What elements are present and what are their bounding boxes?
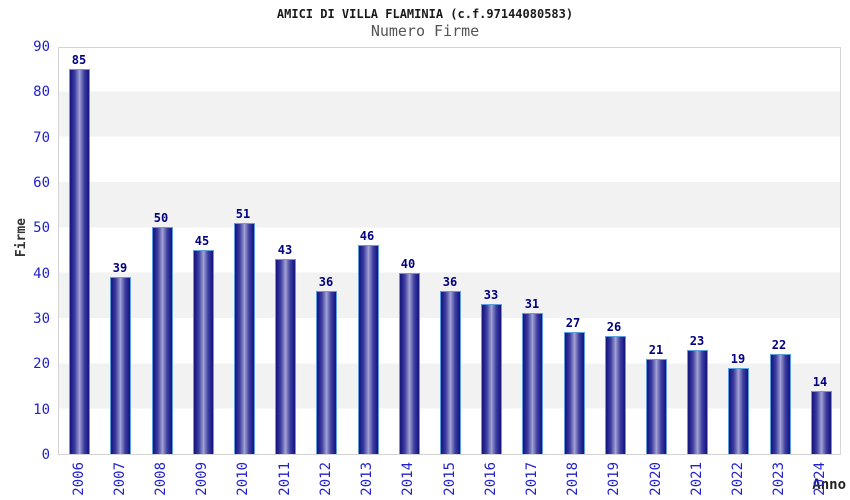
bar-value-label: 36	[442, 275, 458, 289]
bar-value-label: 50	[153, 211, 169, 225]
bar-2012	[316, 291, 337, 454]
y-tick-label: 40	[33, 265, 50, 282]
bar-2018	[564, 332, 585, 454]
x-tick-label: 2008	[153, 462, 170, 496]
bar-value-label: 31	[524, 297, 540, 311]
bar-2006	[69, 69, 90, 454]
bar-2015	[440, 291, 461, 454]
y-tick-label: 50	[33, 220, 50, 237]
x-tick-label: 2014	[400, 462, 417, 496]
bar-2014	[399, 273, 420, 454]
bar-2017	[522, 313, 543, 454]
y-tick-label: 80	[33, 84, 50, 101]
bar-value-label: 27	[565, 316, 581, 330]
x-tick-label: 2022	[729, 462, 746, 496]
bar-value-label: 85	[71, 53, 87, 67]
x-tick-label: 2010	[235, 462, 252, 496]
bar-2019	[605, 336, 626, 454]
y-tick-label: 30	[33, 311, 50, 327]
bar-2024	[811, 391, 832, 454]
y-tick-label: 70	[33, 129, 50, 146]
bar-value-label: 46	[359, 229, 375, 243]
bar-value-label: 51	[235, 207, 251, 221]
y-tick-label: 10	[33, 401, 50, 418]
bar-value-label: 33	[483, 288, 499, 302]
bar-2021	[687, 350, 708, 454]
bar-value-label: 45	[194, 234, 210, 248]
y-tick-label: 90	[33, 39, 50, 55]
bar-value-label: 19	[730, 352, 746, 366]
x-tick-label: 2020	[647, 462, 664, 496]
bar-2009	[193, 250, 214, 454]
x-tick-label: 2011	[276, 462, 293, 496]
x-tick-label: 2015	[441, 462, 458, 496]
bar-value-label: 40	[400, 257, 416, 271]
chart-title: AMICI DI VILLA FLAMINIA (c.f.97144080583…	[276, 7, 574, 21]
y-tick-label: 0	[41, 447, 50, 463]
bar-2013	[358, 245, 379, 454]
bar-2023	[770, 354, 791, 454]
bar-value-label: 22	[771, 338, 787, 352]
x-tick-label: 2012	[317, 462, 334, 496]
bar-2007	[110, 277, 131, 454]
bar-2020	[646, 359, 667, 454]
plot-area	[58, 47, 841, 455]
x-tick-label: 2024	[812, 462, 829, 496]
x-tick-label: 2023	[771, 462, 788, 496]
x-tick-label: 2013	[359, 462, 376, 496]
bar-value-label: 21	[648, 343, 664, 357]
bar-2008	[152, 227, 173, 454]
chart-subtitle: Numero Firme	[370, 22, 480, 40]
x-axis-label: Anno	[812, 477, 846, 493]
x-tick-label: 2016	[482, 462, 499, 496]
x-tick-label: 2019	[606, 462, 623, 496]
bar-2011	[275, 259, 296, 454]
bar-value-label: 26	[606, 320, 622, 334]
bar-value-label: 23	[689, 334, 705, 348]
bar-value-label: 39	[112, 261, 128, 275]
x-tick-label: 2007	[111, 462, 128, 496]
y-tick-label: 60	[33, 175, 50, 191]
x-tick-label: 2006	[70, 462, 87, 496]
bar-2016	[481, 304, 502, 454]
y-tick-label: 20	[33, 356, 50, 373]
x-tick-label: 2021	[688, 462, 705, 496]
x-tick-label: 2009	[194, 462, 211, 496]
x-tick-label: 2018	[565, 462, 582, 496]
bar-value-label: 43	[277, 243, 293, 257]
bar-value-label: 36	[318, 275, 334, 289]
x-tick-label: 2017	[523, 462, 540, 496]
bar-value-label: 14	[812, 375, 828, 389]
bar-2010	[234, 223, 255, 454]
bar-2022	[728, 368, 749, 454]
